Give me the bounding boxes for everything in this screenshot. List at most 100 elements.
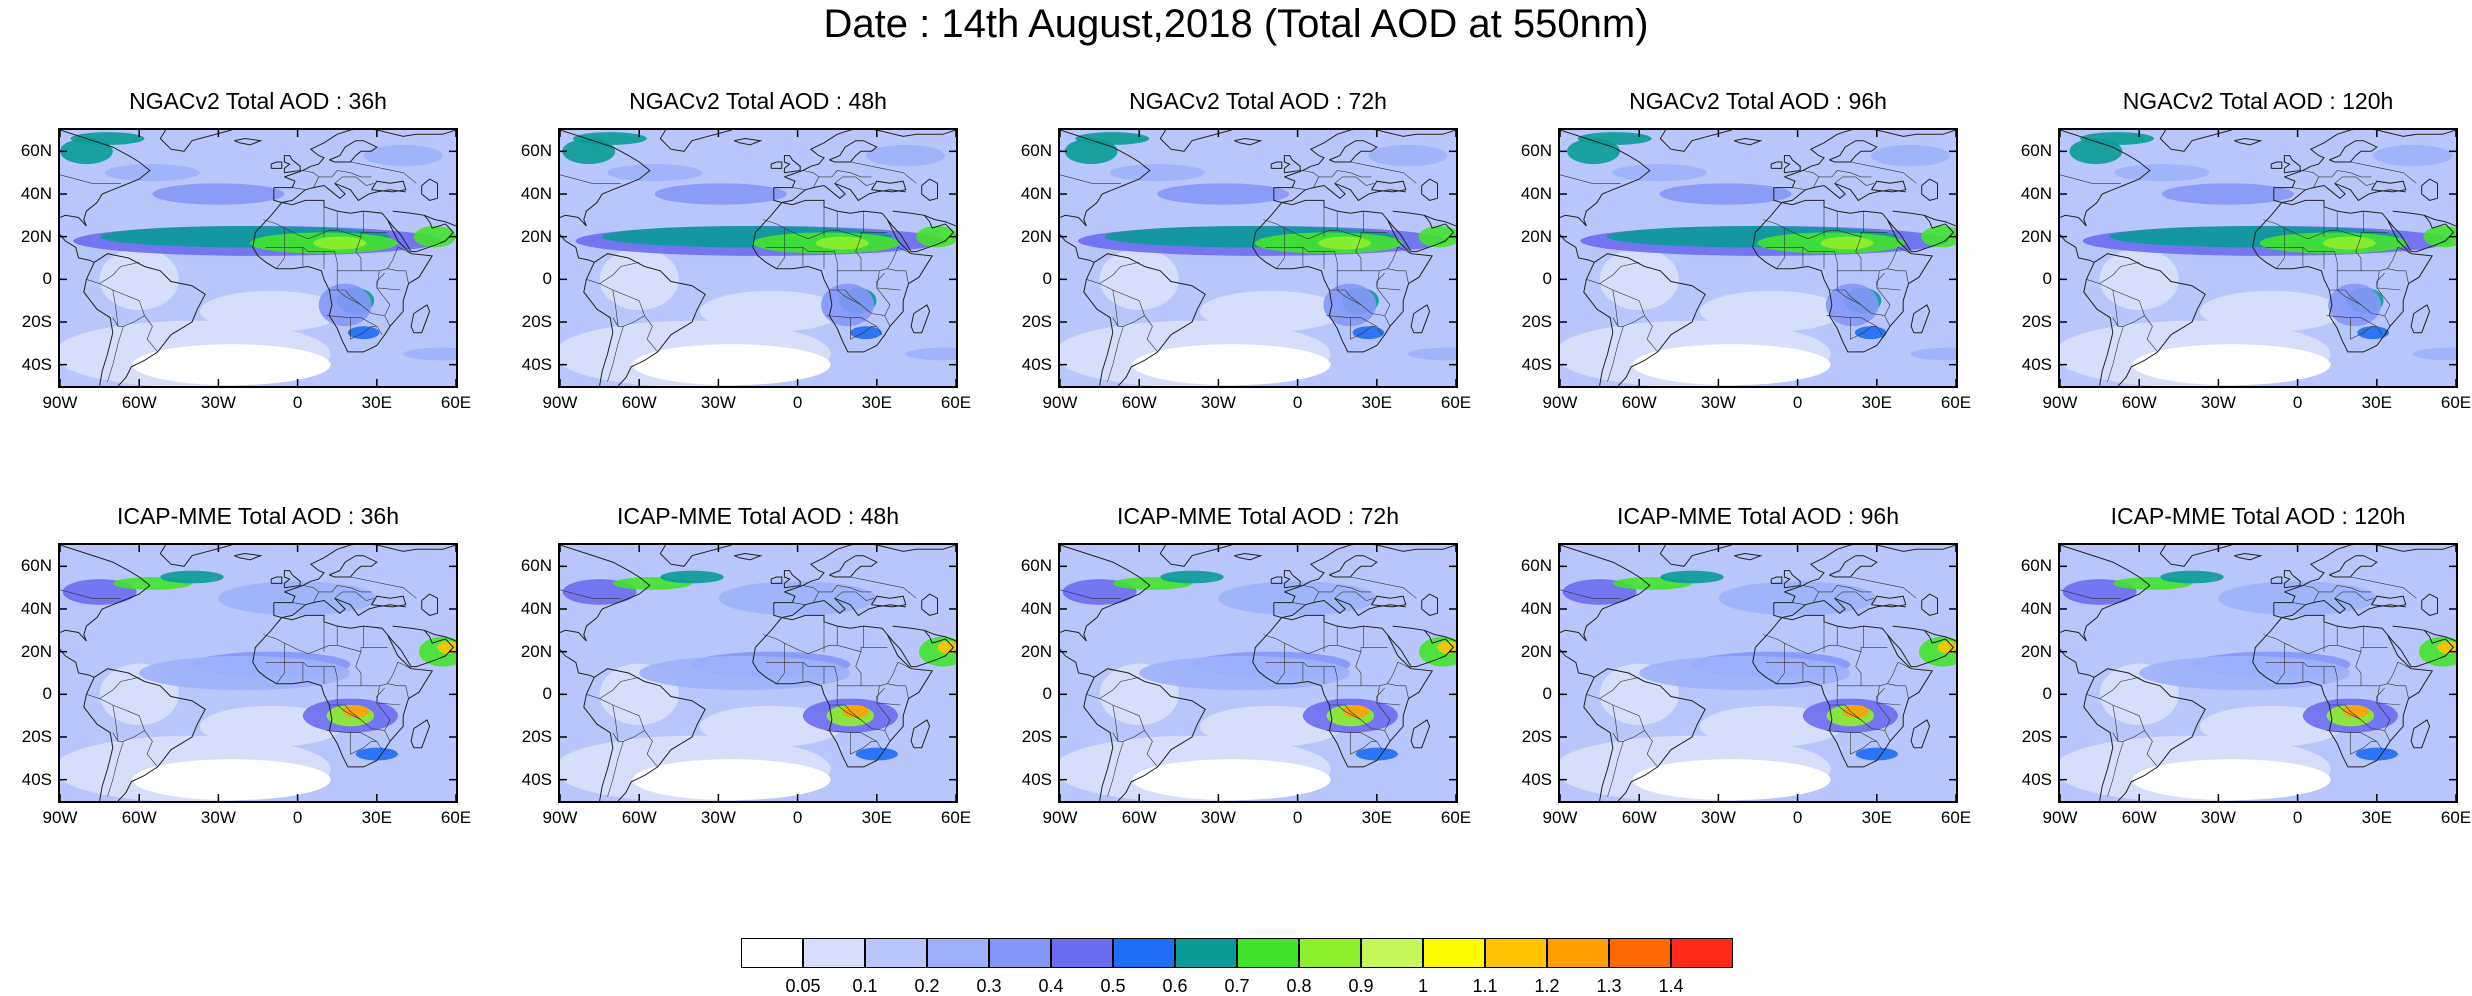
colorbar-label: 0.2: [914, 976, 940, 996]
lat-tick-label: 20N: [20, 226, 52, 246]
lat-tick-label: 40S: [521, 769, 552, 789]
colorbar-label: 0.1: [852, 976, 878, 996]
lat-tick-label: 40N: [20, 184, 52, 203]
lon-tick-label: 60E: [940, 393, 972, 412]
lat-tick-label: 40N: [2020, 184, 2052, 203]
lon-tick-label: 0: [792, 808, 803, 827]
colorbar-swatch: [1361, 938, 1423, 968]
lon-tick-label: 0: [1292, 393, 1303, 412]
colorbar-label: 1.3: [1596, 976, 1622, 996]
colorbar-label: 1.1: [1472, 976, 1498, 996]
colorbar-swatch: [1113, 938, 1175, 968]
lon-tick-label: 0: [1292, 808, 1303, 827]
panel-title: ICAP-MME Total AOD : 96h: [1616, 503, 1900, 529]
lat-tick-label: 40S: [2021, 354, 2052, 374]
lon-tick-label: 30W: [2200, 808, 2236, 827]
lon-tick-label: 60E: [440, 393, 472, 412]
lat-tick-label: 20S: [1521, 727, 1552, 746]
colorbar-swatch: [1547, 938, 1609, 968]
lon-tick-label: 30W: [700, 808, 736, 827]
panel-title: NGACv2 Total AOD : 120h: [2122, 88, 2394, 114]
lat-tick-label: 20N: [2020, 226, 2052, 246]
lat-tick-label: 0: [1542, 684, 1552, 704]
aod-map: [2058, 543, 2458, 803]
lat-tick-label: 60N: [1520, 141, 1552, 161]
colorbar-label: 0.8: [1286, 976, 1312, 996]
lon-tick-label: 60W: [621, 393, 657, 412]
lat-tick-label: 60N: [1020, 556, 1052, 576]
map-panel: NGACv2 Total AOD : 36h: [58, 88, 458, 408]
lon-tick-label: 90W: [42, 808, 78, 827]
panel-title: NGACv2 Total AOD : 36h: [129, 88, 387, 114]
lon-tick-label: 30W: [1200, 808, 1236, 827]
colorbar-swatch: [803, 938, 865, 968]
lon-tick-label: 30E: [1861, 393, 1892, 412]
lat-tick-label: 40N: [1520, 184, 1552, 203]
colorbar-label: 1.4: [1658, 976, 1684, 996]
lat-tick-label: 20N: [1020, 226, 1052, 246]
colorbar-label: 0.05: [785, 976, 821, 996]
colorbar-label: 0.3: [976, 976, 1002, 996]
lat-tick-label: 20S: [21, 312, 52, 331]
lon-tick-label: 0: [2292, 808, 2303, 827]
aod-map: [1058, 128, 1458, 388]
lon-tick-label: 0: [792, 393, 803, 412]
lon-tick-label: 60E: [1940, 393, 1972, 412]
aod-map: [2058, 128, 2458, 388]
colorbar-label: 0.7: [1224, 976, 1250, 996]
lat-tick-label: 20S: [1021, 727, 1052, 746]
colorbar-swatch: [989, 938, 1051, 968]
lon-tick-label: 30W: [1200, 393, 1236, 412]
lon-tick-label: 0: [1792, 393, 1803, 412]
lat-tick-label: 40N: [2020, 599, 2052, 618]
lon-tick-label: 90W: [2042, 808, 2078, 827]
lat-tick-label: 20S: [1521, 312, 1552, 331]
panel-title: ICAP-MME Total AOD : 36h: [116, 503, 400, 529]
colorbar-swatch: [1485, 938, 1547, 968]
panel-title: NGACv2 Total AOD : 72h: [1129, 88, 1387, 114]
lon-tick-label: 30E: [1861, 808, 1892, 827]
lon-tick-label: 60E: [1440, 808, 1472, 827]
lon-tick-label: 30E: [361, 393, 392, 412]
map-panel: ICAP-MME Total AOD : 36h: [58, 503, 458, 823]
lat-tick-label: 40N: [520, 599, 552, 618]
lat-tick-label: 40N: [20, 599, 52, 618]
lon-tick-label: 90W: [1542, 808, 1578, 827]
lon-tick-label: 60W: [2121, 393, 2157, 412]
lon-tick-label: 30E: [2361, 808, 2392, 827]
lon-tick-label: 90W: [2042, 393, 2078, 412]
lon-tick-label: 60E: [440, 808, 472, 827]
lat-tick-label: 20S: [21, 727, 52, 746]
lat-tick-label: 0: [1042, 269, 1052, 289]
lat-tick-label: 40S: [1021, 354, 1052, 374]
lon-tick-label: 30W: [200, 393, 236, 412]
lat-tick-label: 20N: [520, 641, 552, 661]
map-panel: NGACv2 Total AOD : 72h: [1058, 88, 1458, 408]
lat-tick-label: 60N: [20, 556, 52, 576]
lon-tick-label: 60W: [121, 808, 157, 827]
aod-map: [1558, 543, 1958, 803]
lat-tick-label: 20S: [521, 312, 552, 331]
lat-tick-label: 40S: [21, 354, 52, 374]
colorbar-label: 1.2: [1534, 976, 1560, 996]
lon-tick-label: 0: [1792, 808, 1803, 827]
colorbar-label: 0.4: [1038, 976, 1064, 996]
lat-tick-label: 20N: [20, 641, 52, 661]
colorbar-swatch: [1299, 938, 1361, 968]
lon-tick-label: 90W: [1042, 808, 1078, 827]
lon-tick-label: 30E: [861, 393, 892, 412]
lat-tick-label: 40S: [2021, 769, 2052, 789]
aod-map: [1058, 543, 1458, 803]
map-panel: ICAP-MME Total AOD : 48h: [558, 503, 958, 823]
aod-map: [1558, 128, 1958, 388]
lat-tick-label: 40S: [21, 769, 52, 789]
lon-tick-label: 30E: [1361, 808, 1392, 827]
lat-tick-label: 0: [1542, 269, 1552, 289]
aod-map: [558, 128, 958, 388]
lat-tick-label: 40S: [521, 354, 552, 374]
panel-title: ICAP-MME Total AOD : 48h: [616, 503, 900, 529]
lon-tick-label: 90W: [1042, 393, 1078, 412]
colorbar-label: 0.5: [1100, 976, 1126, 996]
lon-tick-label: 60E: [940, 808, 972, 827]
aod-map: [58, 543, 458, 803]
